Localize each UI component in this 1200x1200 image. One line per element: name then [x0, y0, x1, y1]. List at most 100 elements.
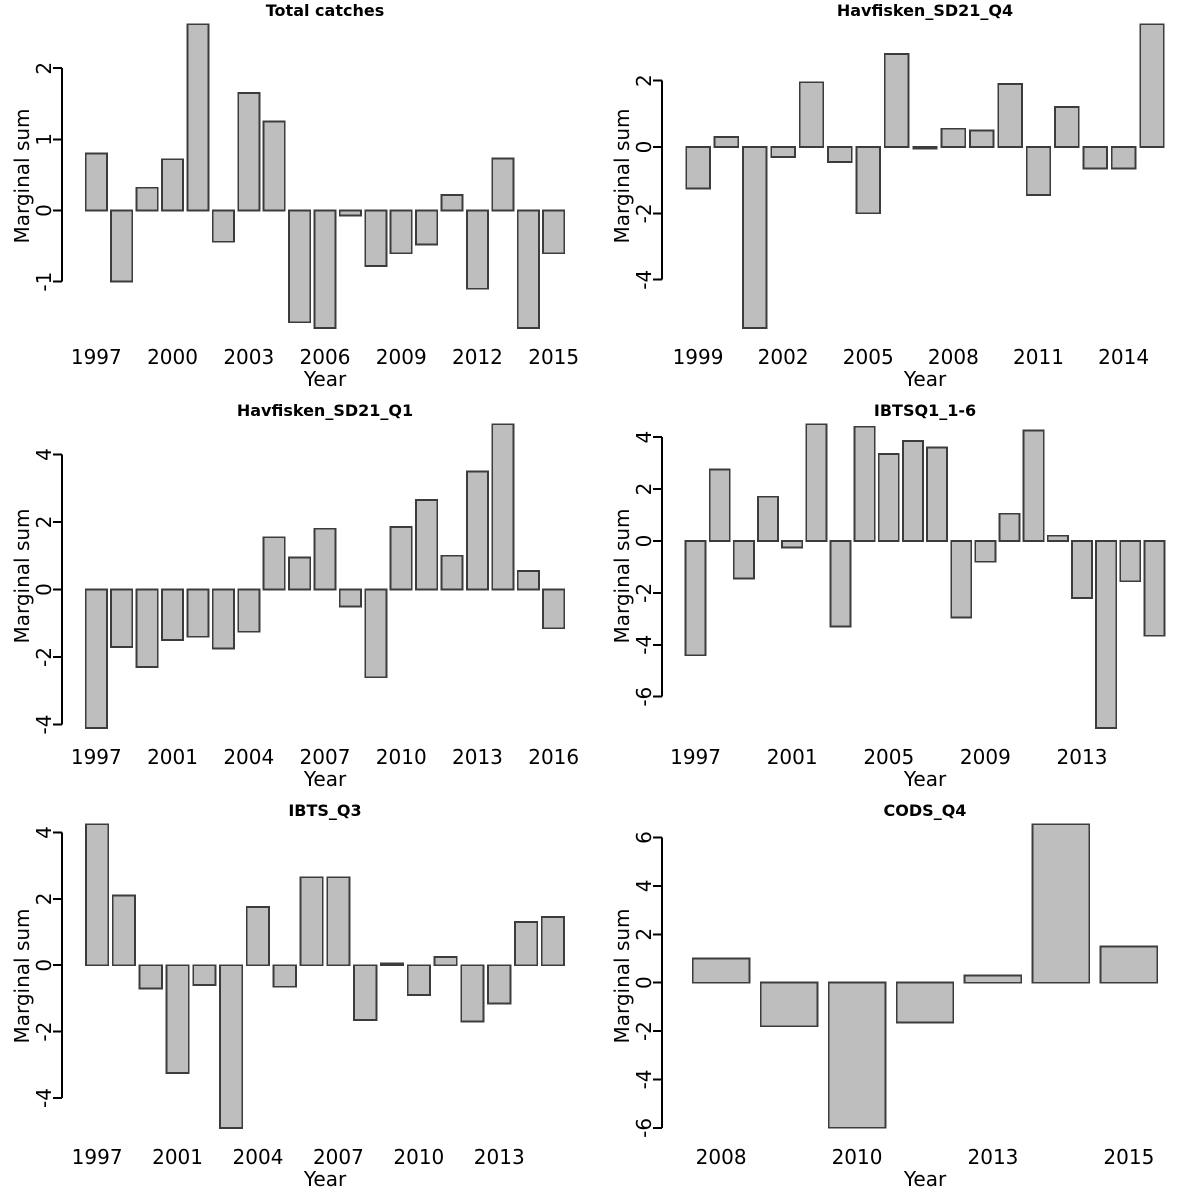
bar	[912, 146, 938, 150]
x-tick-label: 2008	[696, 1145, 747, 1169]
bar	[379, 962, 405, 967]
bar	[299, 876, 324, 967]
bar	[963, 974, 1023, 984]
bar	[770, 146, 796, 158]
y-tick-label: -2	[632, 203, 656, 223]
x-tick-label: 1997	[71, 745, 122, 769]
bar	[186, 23, 210, 212]
bar	[998, 512, 1021, 542]
x-axis-title: Year	[903, 1167, 947, 1191]
bar	[161, 158, 185, 212]
y-tick-label: 4	[32, 448, 56, 461]
bar	[288, 556, 312, 591]
bar	[1119, 540, 1142, 583]
chart-svg: Total catches -1 0 1 2 1997 2000 2003 2006 2009 20…	[10, 1, 579, 391]
bar	[827, 981, 887, 1129]
bar	[186, 588, 210, 638]
bar	[732, 540, 755, 580]
chart-panel-cods-q4: CODS_Q4 -6 -4 -2 0 2 4 6 2008 2010 2013 2015 Year Mar…	[600, 800, 1200, 1200]
bar	[1025, 146, 1052, 196]
x-tick-label: 2002	[758, 345, 809, 369]
chart-panel-havfisken-sd21-q1: Havfisken_SD21_Q1 -4 -2 0 2 4 1997 2001 2004 2007…	[0, 400, 600, 800]
x-tick-label: 2007	[313, 1145, 364, 1169]
y-axis-title: Marginal sum	[610, 508, 634, 643]
chart-panel-total-catches: Total catches -1 0 1 2 1997 2000 2003 2006 2009 20…	[0, 0, 600, 400]
x-tick-label: 2016	[528, 745, 579, 769]
bar	[219, 964, 244, 1129]
y-tick-label: 4	[632, 879, 656, 892]
x-tick-label: 2001	[767, 745, 818, 769]
bar	[853, 425, 876, 542]
x-tick-label: 2004	[223, 745, 274, 769]
x-tick-label: 2011	[1013, 345, 1064, 369]
x-tick-label: 2006	[300, 345, 351, 369]
y-axis-title: Marginal sum	[10, 908, 34, 1043]
y-tick-label: -2	[632, 1021, 656, 1041]
x-tick-label: 2010	[832, 1145, 883, 1169]
x-tick-label: 2013	[968, 1145, 1019, 1169]
bar	[440, 193, 464, 212]
x-tick-label: 2008	[928, 345, 979, 369]
bar	[313, 209, 337, 329]
x-axis-title: Year	[303, 767, 347, 791]
bar	[465, 209, 489, 290]
bar	[742, 146, 768, 329]
bar	[708, 468, 731, 542]
bar	[1110, 146, 1137, 170]
x-tick-label: 2001	[147, 745, 198, 769]
bar	[389, 526, 413, 591]
chart-title: IBTSQ1_1-6	[874, 401, 976, 420]
x-tick-label: 2015	[528, 345, 579, 369]
chart-panel-ibts-q3: IBTS_Q3 -4 -2 0 2 4 1997 2001 2004 2007 2010 2013 Ye…	[0, 800, 600, 1200]
x-axis-title: Year	[303, 1167, 347, 1191]
bar	[460, 964, 485, 1023]
bar	[798, 81, 825, 148]
x-tick-label: 2000	[147, 345, 198, 369]
bar	[1046, 534, 1069, 542]
x-tick-label: 1997	[71, 345, 122, 369]
chart-title: IBTS_Q3	[288, 801, 361, 820]
bar	[84, 588, 108, 729]
y-tick-label: -2	[32, 647, 56, 667]
y-axis-title: Marginal sum	[10, 508, 34, 643]
bar	[974, 540, 997, 563]
chart-svg: IBTSQ1_1-6 -6 -4 -2 0 2 4 1997 2001 2005 2009 2013 Y…	[610, 401, 1166, 791]
y-tick-label: 4	[632, 431, 656, 444]
y-tick-label: -6	[632, 1118, 656, 1138]
y-tick-label: -2	[32, 1022, 56, 1042]
bar	[684, 540, 707, 657]
bar	[262, 120, 286, 212]
bar	[135, 186, 159, 212]
y-tick-label: 2	[32, 892, 56, 905]
bar	[1082, 146, 1108, 170]
x-tick-label: 2004	[233, 1145, 284, 1169]
bar	[161, 588, 185, 642]
x-tick-label: 2014	[1098, 345, 1149, 369]
y-tick-label: 1	[32, 133, 56, 146]
bar	[237, 588, 261, 633]
bar	[950, 540, 973, 619]
bar	[138, 964, 163, 990]
bar	[326, 876, 351, 967]
bar	[940, 127, 967, 148]
bar	[781, 540, 804, 549]
x-tick-label: 2013	[452, 745, 503, 769]
bar	[1099, 945, 1159, 984]
y-tick-label: -4	[32, 1088, 56, 1108]
y-tick-label: -4	[632, 635, 656, 655]
x-tick-label: 2010	[393, 1145, 444, 1169]
bar	[883, 53, 910, 148]
chart-title: CODS_Q4	[884, 801, 967, 820]
chart-title: Havfisken_SD21_Q1	[237, 401, 413, 420]
bar	[211, 209, 235, 243]
y-tick-label: -4	[632, 1069, 656, 1089]
x-tick-label: 2005	[843, 345, 894, 369]
bar	[415, 499, 439, 591]
bar	[192, 964, 217, 987]
bar	[353, 964, 378, 1021]
y-tick-label: 0	[32, 204, 56, 217]
bar	[829, 540, 852, 628]
bar	[85, 823, 110, 967]
bar	[516, 209, 540, 329]
bar	[542, 209, 566, 255]
